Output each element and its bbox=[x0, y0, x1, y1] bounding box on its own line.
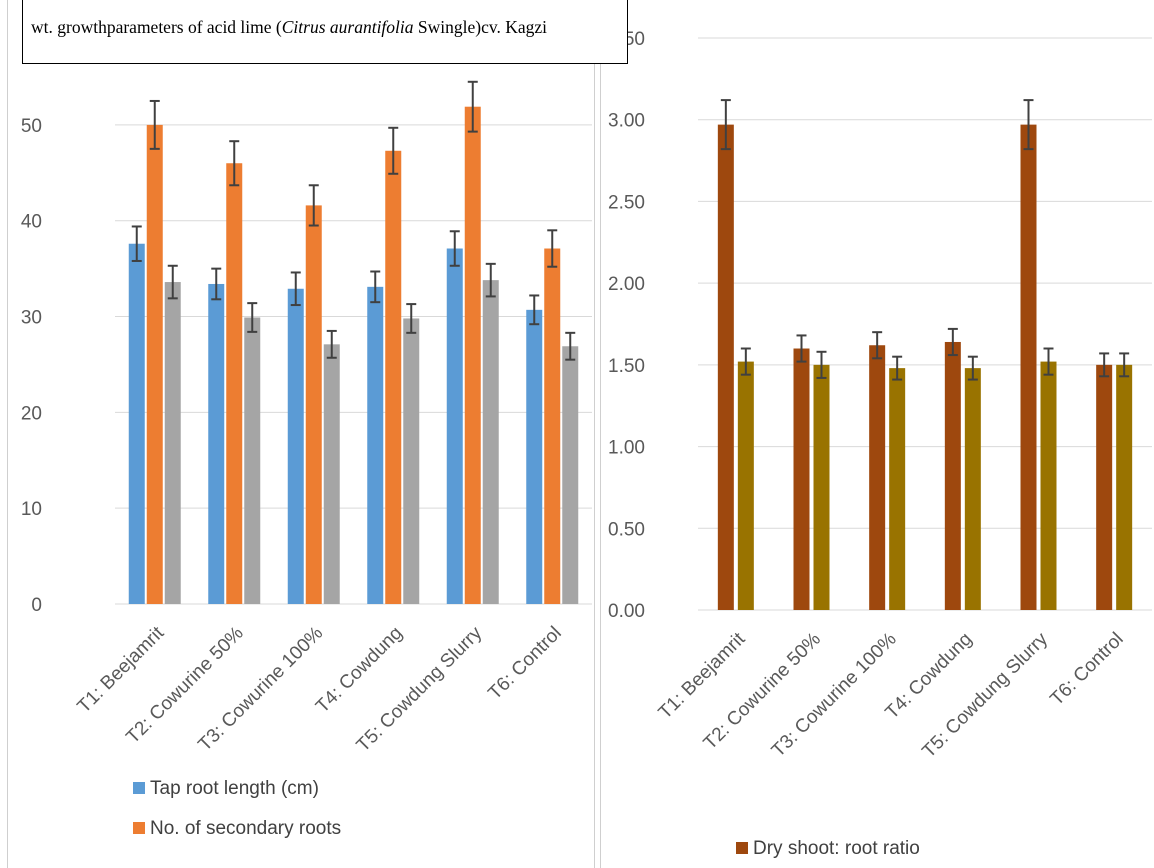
right-chart-bar bbox=[1096, 364, 1113, 610]
right-chart-bar bbox=[944, 341, 961, 610]
right-chart-category-label: T6: Control bbox=[1046, 629, 1127, 710]
right-chart-bar bbox=[717, 124, 734, 611]
right-chart-y-tick-label: 2.50 bbox=[608, 192, 645, 213]
right-chart-bar bbox=[813, 364, 830, 610]
left-chart-frame bbox=[7, 0, 595, 868]
left-chart-y-tick-label: 40 bbox=[21, 212, 42, 233]
left-chart-bar bbox=[526, 309, 543, 604]
figure-caption: wt. growthparameters of acid lime (Citru… bbox=[22, 0, 628, 64]
right-chart-bar bbox=[1116, 364, 1133, 610]
left-chart-bar bbox=[482, 280, 499, 604]
right-chart-legend-swatch bbox=[736, 842, 748, 854]
left-chart-legend-swatch bbox=[133, 782, 145, 794]
right-chart-bar bbox=[1040, 361, 1057, 610]
right-chart-bar bbox=[1020, 124, 1037, 611]
left-chart-bar bbox=[385, 150, 402, 604]
right-chart-legend-label: Dry shoot: root ratio bbox=[753, 838, 920, 859]
caption-species: Citrus aurantifolia bbox=[281, 17, 414, 37]
left-chart-bar bbox=[244, 317, 261, 604]
left-chart-bar bbox=[544, 248, 561, 605]
left-chart-y-tick-label: 20 bbox=[21, 403, 42, 424]
right-chart-bar bbox=[793, 348, 810, 610]
right-chart-y-tick-label: 2.00 bbox=[608, 274, 645, 295]
left-chart-bar bbox=[403, 318, 420, 604]
left-chart-y-tick-label: 50 bbox=[21, 116, 42, 137]
left-chart-y-tick-label: 30 bbox=[21, 308, 42, 329]
left-chart-legend-label: No. of secondary roots bbox=[150, 818, 341, 839]
left-chart-legend-label: Tap root length (cm) bbox=[150, 778, 319, 799]
right-chart-bar bbox=[737, 361, 754, 610]
left-chart-bar bbox=[208, 283, 225, 604]
left-chart-bar bbox=[562, 346, 579, 604]
left-chart-bar bbox=[305, 205, 322, 604]
left-chart-legend-swatch bbox=[133, 822, 145, 834]
right-chart-frame bbox=[600, 0, 1153, 868]
left-chart-bar bbox=[367, 286, 384, 604]
left-chart-bar bbox=[164, 282, 181, 604]
caption-prefix: wt. growthparameters of acid lime ( bbox=[31, 17, 282, 37]
right-chart-category-label: T5: Cowdung Slurry bbox=[918, 628, 1052, 762]
left-chart-bar bbox=[446, 248, 463, 605]
right-chart-category-label: T3: Cowurine 100% bbox=[768, 629, 901, 762]
left-chart-category-label: T6: Control bbox=[484, 623, 565, 704]
right-chart-y-tick-label: 1.50 bbox=[608, 356, 645, 377]
left-chart-bar bbox=[146, 124, 163, 604]
right-chart-y-tick-label: 0.50 bbox=[608, 519, 645, 540]
right-chart-y-tick-label: 3.00 bbox=[608, 111, 645, 132]
left-chart-bar bbox=[287, 288, 304, 604]
left-chart-y-tick-label: 10 bbox=[21, 499, 42, 520]
left-chart-bar bbox=[128, 243, 145, 604]
right-chart-bar bbox=[889, 368, 906, 610]
right-chart-bar bbox=[964, 368, 981, 610]
right-chart-y-tick-label: 1.00 bbox=[608, 438, 645, 459]
right-chart-bar bbox=[869, 345, 886, 610]
left-chart-bar bbox=[323, 344, 340, 604]
left-chart-bar bbox=[464, 106, 481, 604]
left-chart-bar bbox=[226, 163, 243, 604]
left-chart-y-tick-label: 0 bbox=[31, 595, 42, 616]
right-chart-y-tick-label: 0.00 bbox=[608, 601, 645, 622]
caption-suffix: Swingle)cv. Kagzi bbox=[413, 17, 547, 37]
